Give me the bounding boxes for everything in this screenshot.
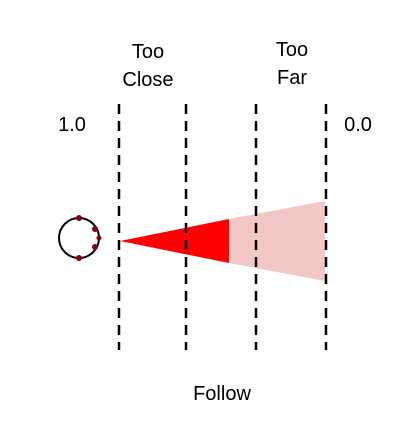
robot-wheel (92, 226, 98, 232)
far-value-label: 0.0 (344, 114, 372, 136)
mode-label: Follow (193, 383, 251, 405)
far-zone-cone (229, 201, 325, 281)
robot-body (58, 217, 100, 259)
zone-boundaries (117, 104, 328, 350)
robot-topdown-icon (58, 215, 102, 261)
near-value-label: 1.0 (58, 114, 86, 136)
too-far-label: Too Far (275, 39, 309, 89)
near-zone-cone (120, 219, 229, 263)
robot-wheel (76, 215, 82, 221)
too-close-label: Too Close (122, 41, 174, 91)
robot-wheel (76, 255, 82, 261)
robot-wheel (92, 244, 98, 250)
robot-wheel (96, 235, 102, 241)
